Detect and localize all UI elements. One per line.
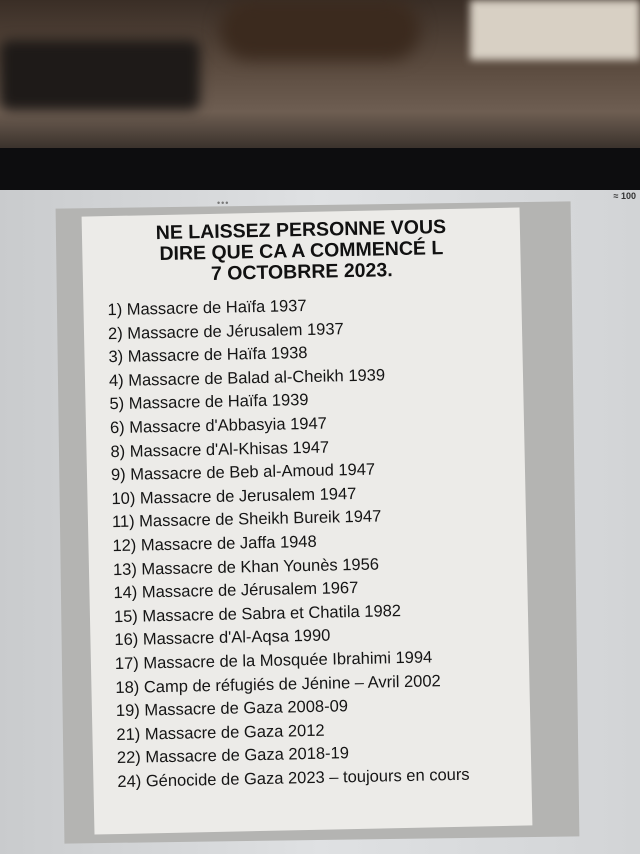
battery-level: 100: [620, 191, 636, 201]
massacre-list: 1) Massacre de Haïfa 1937 2) Massacre de …: [93, 291, 521, 795]
document-title: NE LAISSEZ PERSONNE VOUS DIRE QUE CA A C…: [92, 216, 511, 288]
tablet-bezel: [0, 148, 640, 194]
background-object: [220, 0, 420, 60]
document-card: NE LAISSEZ PERSONNE VOUS DIRE QUE CA A C…: [81, 207, 533, 835]
multitask-dots-icon[interactable]: •••: [217, 198, 230, 208]
background-object: [470, 0, 640, 60]
background-object: [0, 40, 200, 110]
status-bar: ≈ 100: [614, 191, 637, 201]
wifi-icon: ≈: [613, 191, 619, 201]
blurred-background: [0, 0, 640, 160]
